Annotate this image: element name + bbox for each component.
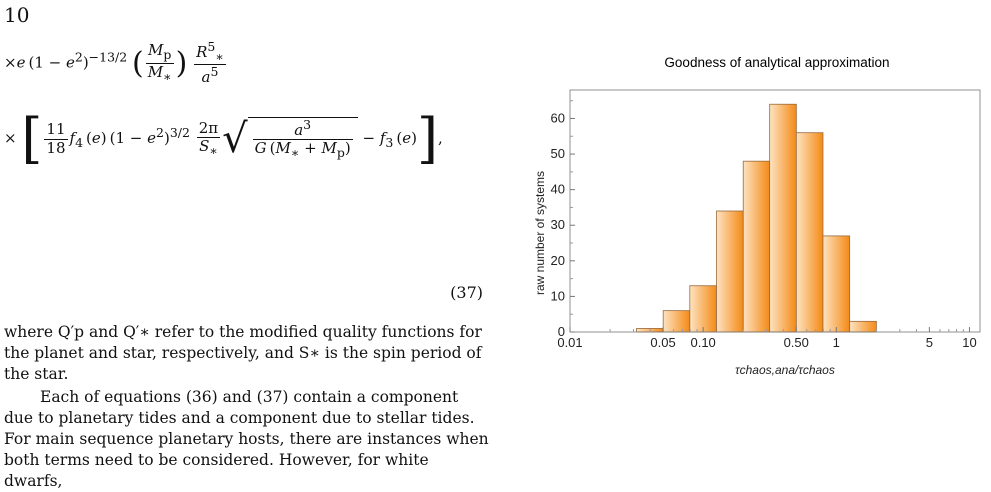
- x-tick-label: 5: [926, 335, 933, 350]
- bars-group: [636, 103, 877, 333]
- histogram-bar: [769, 103, 797, 333]
- x-tick-label: 0.10: [690, 335, 715, 350]
- histogram-bar: [716, 210, 744, 333]
- equation-line-1: ×e (1 − e2)−13/2 (Mp M∗) R5∗ a5: [4, 39, 226, 87]
- y-tick-label: 20: [551, 253, 565, 268]
- axes-group: 0 10 20 30 40 50 60 0.01 0.05 0.10 0.50 1 5 10: [551, 89, 981, 350]
- histogram-bar: [849, 320, 877, 333]
- equation-line-2: × [11 18 f4 (e) (1 − e2)3/2 2π S∗ √ a3 G (M∗ +…: [4, 107, 443, 170]
- histogram-chart: Goodness of analytical approximation 010…: [533, 55, 981, 377]
- histogram-bar: [662, 310, 691, 333]
- y-tick-label: 30: [551, 217, 565, 232]
- y-tick-label: 40: [551, 182, 565, 197]
- histogram-bar: [689, 285, 717, 333]
- y-tick-label: 10: [551, 288, 565, 303]
- x-tick-label: 0.01: [557, 335, 582, 350]
- x-tick-label: 0.05: [650, 335, 675, 350]
- paragraph-2-text: Each of equations (36) and (37) contain …: [4, 388, 489, 490]
- x-tick-label: 1: [833, 335, 840, 350]
- histogram-bar: [822, 235, 851, 333]
- paragraph-2: Each of equations (36) and (37) contain …: [4, 387, 489, 492]
- y-tick-label: 0: [558, 324, 565, 339]
- x-axis-title: τchaos,ana/τchaos: [735, 363, 835, 377]
- histogram-bar: [742, 160, 771, 333]
- equation-number: (37): [450, 283, 483, 302]
- x-tick-label: 0.50: [784, 335, 809, 350]
- paragraph-1-text: where Q′p and Q′∗ refer to the modified …: [4, 323, 482, 383]
- x-tick-label: 10: [962, 335, 976, 350]
- histogram-figure: Goodness of analytical approximation 0 10…: [520, 40, 991, 400]
- page-number: 10: [4, 3, 30, 27]
- y-tick-label: 60: [551, 110, 565, 125]
- histogram-bar: [795, 132, 824, 333]
- paragraph-1: where Q′p and Q′∗ refer to the modified …: [4, 322, 489, 385]
- plot-frame: [569, 89, 981, 333]
- y-axis-title: raw number of systems: [533, 171, 547, 295]
- chart-title: Goodness of analytical approximation: [664, 55, 889, 70]
- y-tick-label: 50: [551, 146, 565, 161]
